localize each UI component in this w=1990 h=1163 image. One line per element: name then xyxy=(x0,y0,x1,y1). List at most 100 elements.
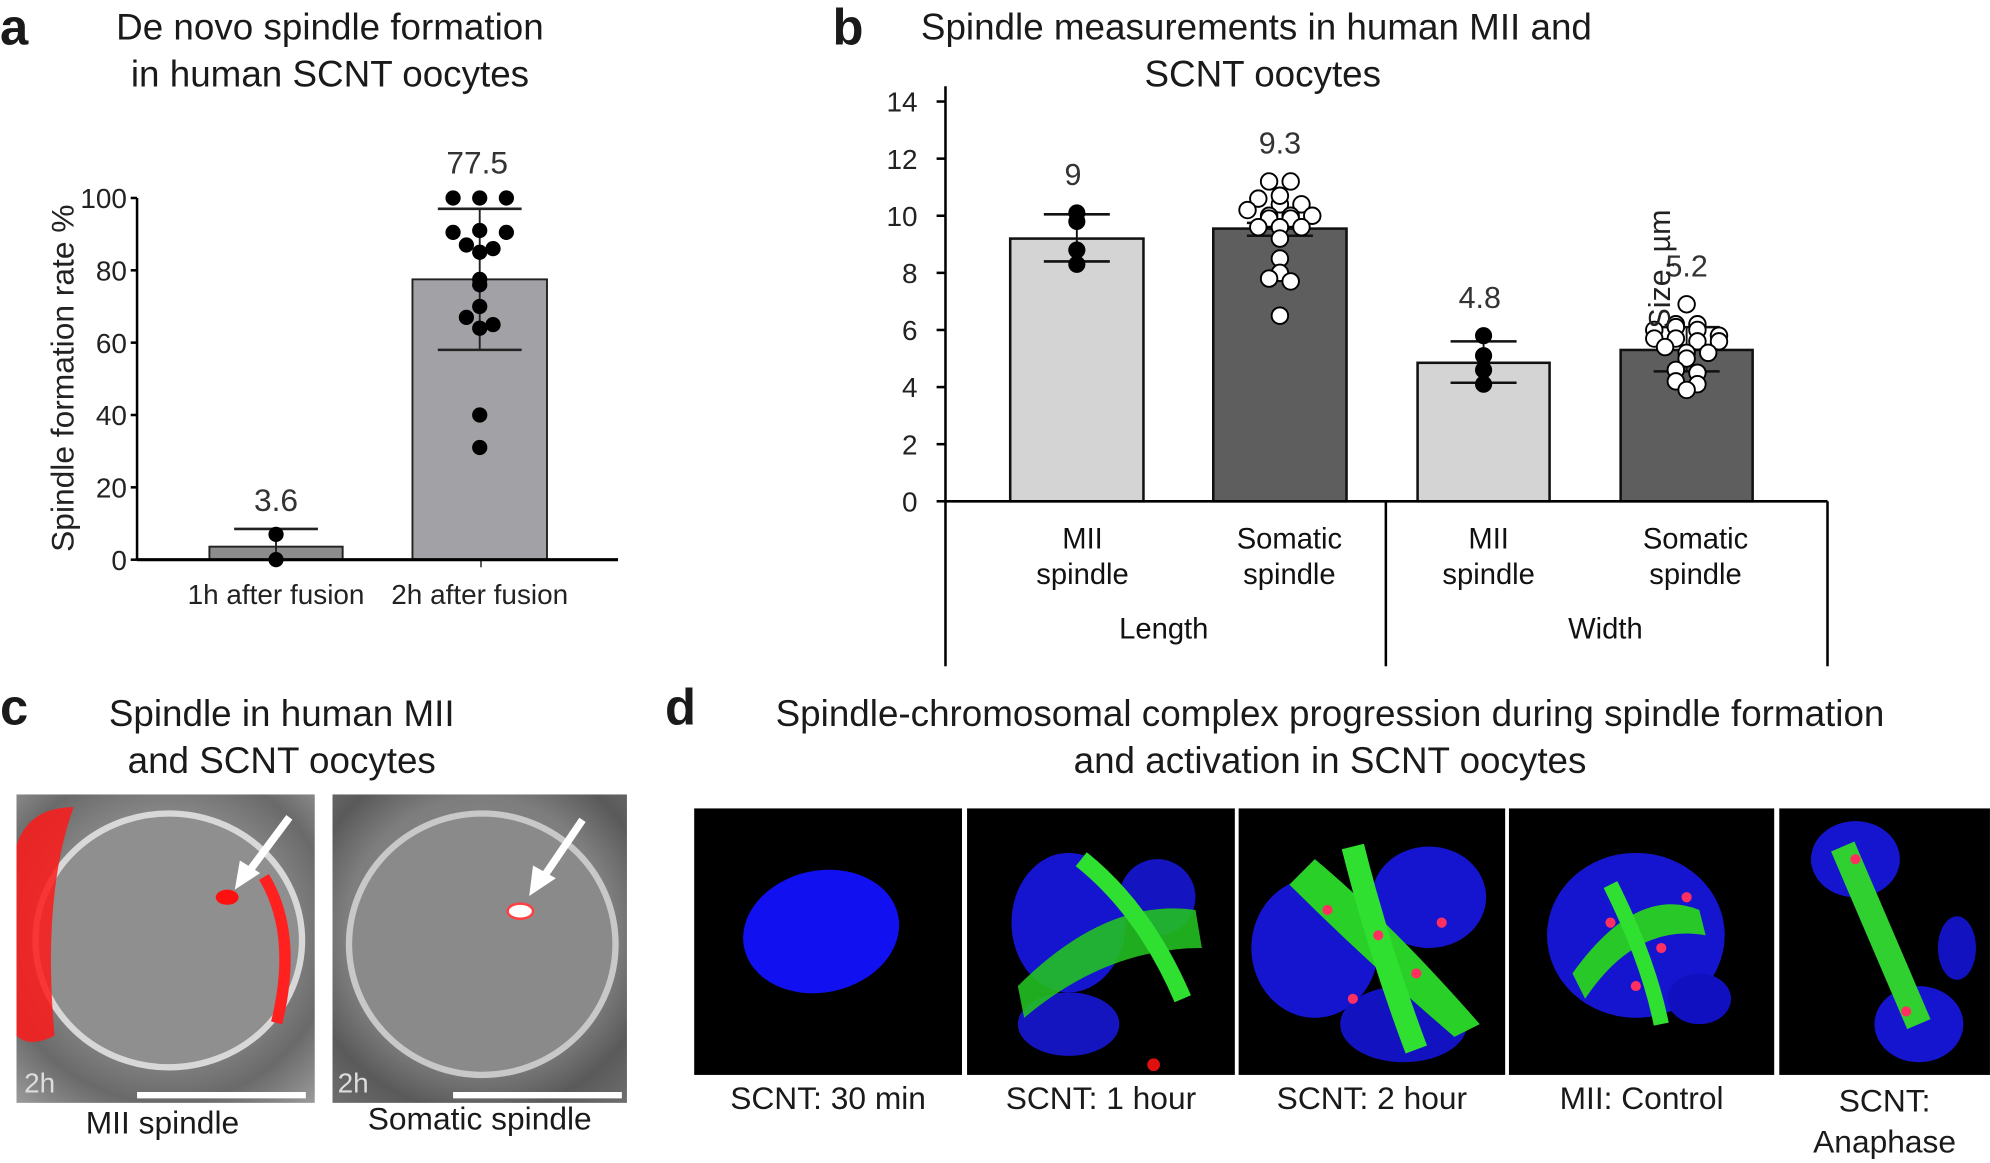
panel-c-title-line2: and SCNT oocytes xyxy=(127,741,436,782)
somatic-spindle-image: 2h xyxy=(332,794,627,1103)
y-axis-label: Spindle formation rate % xyxy=(45,205,81,552)
data-point xyxy=(1475,347,1493,365)
data-point xyxy=(445,190,461,206)
y-tick-label: 4 xyxy=(902,372,918,403)
data-point xyxy=(445,224,461,240)
panel-b-title-line2: SCNT oocytes xyxy=(1144,54,1382,96)
category-label-line2: spindle xyxy=(1036,559,1128,591)
data-point xyxy=(268,526,284,542)
data-point xyxy=(1677,380,1696,400)
bar xyxy=(1008,237,1145,503)
panel-c-title-line1: Spindle in human MII xyxy=(108,694,455,735)
data-point xyxy=(1281,172,1300,191)
panel-c-letter: c xyxy=(0,680,29,737)
y-tick-label: 20 xyxy=(96,472,127,503)
data-label: 5.2 xyxy=(1665,249,1707,283)
panel-b-letter: b xyxy=(832,0,864,56)
data-label: 9.3 xyxy=(1259,127,1301,161)
data-point xyxy=(1303,206,1322,225)
y-tick-label: 0 xyxy=(111,545,127,576)
y-tick-label: 2 xyxy=(902,429,918,460)
data-point xyxy=(1068,255,1086,273)
panel-d-title-line1: Spindle-chromosomal complex progression … xyxy=(775,694,1885,735)
data-point xyxy=(1249,189,1268,208)
data-point xyxy=(1677,349,1696,368)
data-point xyxy=(472,222,488,239)
x-tick-label: 1h after fusion xyxy=(188,579,365,610)
data-point xyxy=(485,316,501,333)
data-point xyxy=(1709,332,1729,351)
mii-oocyte-drawing xyxy=(16,807,306,1099)
data-point xyxy=(458,309,475,325)
data-point xyxy=(1259,269,1279,288)
panel-a-title: De novo spindle formation in human SCNT … xyxy=(51,5,609,99)
bar xyxy=(1619,348,1754,503)
data-point xyxy=(472,298,488,315)
data-point xyxy=(1249,217,1268,237)
scnt-30min-image xyxy=(694,808,962,1075)
y-tick-label: 14 xyxy=(887,87,918,118)
y-tick-label: 60 xyxy=(96,328,127,359)
category-label-line2: spindle xyxy=(1243,559,1335,591)
data-point xyxy=(1270,306,1290,325)
mii-spindle-caption: MII spindle xyxy=(85,1105,240,1141)
panel-b-title: Spindle measurements in human MII and SC… xyxy=(876,5,1637,99)
data-point xyxy=(1475,327,1493,345)
data-point xyxy=(1068,212,1086,231)
category-label-line2: spindle xyxy=(1649,559,1741,591)
data-point xyxy=(472,320,488,336)
scnt-anaphase-caption-line1: SCNT: xyxy=(1838,1083,1931,1120)
panel-d-title-line2: and activation in SCNT oocytes xyxy=(1073,741,1587,782)
scnt-1hour-image xyxy=(967,808,1235,1075)
data-label: 4.8 xyxy=(1459,281,1501,315)
data-point xyxy=(458,237,475,253)
panel-a-letter: a xyxy=(0,0,29,56)
scnt-anaphase-caption-line2: Anaphase xyxy=(1813,1124,1957,1160)
somatic-image-timestamp: 2h xyxy=(337,1067,369,1100)
chart-b: 0 2 4 6 8 10 12 14 9 9.3 4.8 5.2 MII spindle Somatic sp… xyxy=(887,86,1829,667)
panel-a-title-line1: De novo spindle formation xyxy=(116,7,544,49)
category-label-line1: MII xyxy=(1062,523,1103,555)
data-point xyxy=(472,277,488,293)
data-point xyxy=(1238,200,1257,220)
data-point xyxy=(498,190,514,206)
scnt-anaphase-caption: SCNT: Anaphase xyxy=(1779,1081,1990,1162)
data-label: 77.5 xyxy=(446,144,508,180)
y-axis-label: Size, µm xyxy=(1643,210,1677,329)
data-point xyxy=(1259,172,1279,191)
data-point xyxy=(1292,195,1311,214)
data-point xyxy=(1292,217,1311,237)
data-point xyxy=(1270,229,1290,248)
data-point xyxy=(1655,337,1675,357)
somatic-spindle-caption: Somatic spindle xyxy=(367,1101,592,1138)
panel-a-title-line2: in human SCNT oocytes xyxy=(130,54,530,96)
scnt-30min-caption: SCNT: 30 min xyxy=(730,1081,926,1117)
y-tick-label: 0 xyxy=(902,486,918,517)
data-label: 9 xyxy=(1065,158,1082,192)
data-point xyxy=(472,244,488,260)
category-label-line1: Somatic xyxy=(1237,523,1342,555)
data-point xyxy=(1270,186,1290,205)
mii-control-caption: MII: Control xyxy=(1559,1081,1724,1117)
bar xyxy=(1211,227,1348,503)
panel-b-title-line1: Spindle measurements in human MII and xyxy=(920,7,1592,49)
category-label-line1: MII xyxy=(1468,523,1509,555)
y-tick-label: 100 xyxy=(80,183,127,214)
data-point xyxy=(1281,272,1300,291)
somatic-oocyte-drawing xyxy=(345,810,622,1099)
y-tick-label: 6 xyxy=(902,315,918,346)
data-point xyxy=(1475,361,1493,379)
data-point xyxy=(472,407,488,423)
category-label-line1: Somatic xyxy=(1643,523,1748,555)
data-point xyxy=(1688,332,1707,351)
scnt-2hour-image xyxy=(1238,808,1506,1075)
data-point xyxy=(1677,295,1696,314)
y-tick-label: 8 xyxy=(902,258,918,289)
data-point xyxy=(472,439,488,456)
panel-d-title: Spindle-chromosomal complex progression … xyxy=(695,692,1964,786)
mii-control-image xyxy=(1508,808,1775,1075)
y-tick-label: 10 xyxy=(887,201,918,232)
group-label: Length xyxy=(1119,613,1208,645)
data-point xyxy=(1699,343,1718,363)
